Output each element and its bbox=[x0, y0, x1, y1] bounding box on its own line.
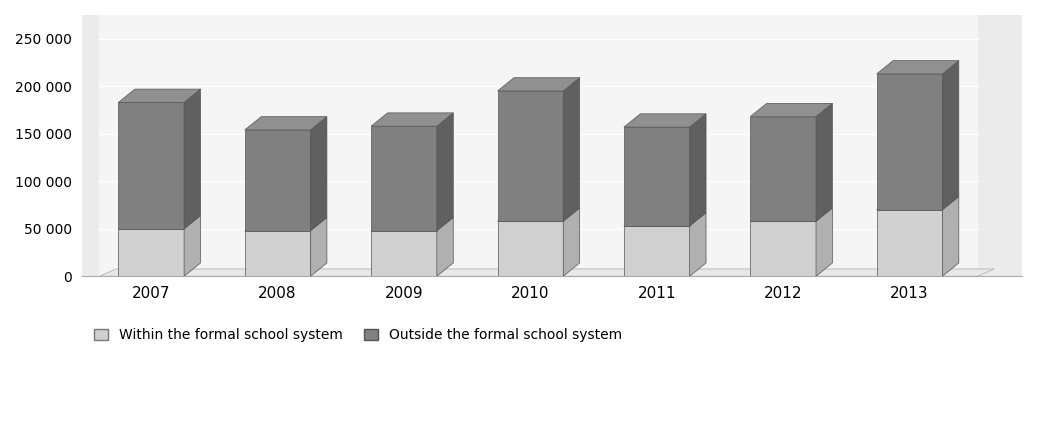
Polygon shape bbox=[245, 217, 327, 231]
Polygon shape bbox=[245, 116, 327, 130]
Polygon shape bbox=[371, 217, 453, 231]
Polygon shape bbox=[498, 78, 580, 91]
Polygon shape bbox=[751, 208, 833, 221]
Polygon shape bbox=[876, 196, 959, 210]
Polygon shape bbox=[751, 221, 816, 276]
Polygon shape bbox=[245, 130, 310, 231]
Polygon shape bbox=[624, 114, 706, 127]
Polygon shape bbox=[371, 113, 453, 126]
Polygon shape bbox=[100, 269, 994, 276]
Polygon shape bbox=[118, 102, 185, 229]
Polygon shape bbox=[310, 116, 327, 231]
Polygon shape bbox=[185, 89, 200, 229]
Polygon shape bbox=[751, 103, 833, 116]
Legend: Within the formal school system, Outside the formal school system: Within the formal school system, Outside… bbox=[89, 323, 627, 348]
Polygon shape bbox=[437, 113, 453, 231]
Polygon shape bbox=[624, 127, 690, 226]
Polygon shape bbox=[624, 212, 706, 226]
Polygon shape bbox=[371, 231, 437, 276]
Polygon shape bbox=[816, 208, 833, 276]
Polygon shape bbox=[118, 89, 200, 102]
Polygon shape bbox=[371, 126, 437, 231]
Polygon shape bbox=[624, 226, 690, 276]
Polygon shape bbox=[563, 78, 580, 221]
Polygon shape bbox=[943, 196, 959, 276]
Polygon shape bbox=[118, 229, 185, 276]
Polygon shape bbox=[310, 217, 327, 276]
Polygon shape bbox=[751, 116, 816, 221]
Polygon shape bbox=[876, 61, 959, 74]
Polygon shape bbox=[498, 221, 563, 276]
Polygon shape bbox=[943, 61, 959, 210]
Polygon shape bbox=[498, 91, 563, 221]
Polygon shape bbox=[437, 217, 453, 276]
Polygon shape bbox=[690, 212, 706, 276]
Polygon shape bbox=[185, 215, 200, 276]
Polygon shape bbox=[563, 208, 580, 276]
Polygon shape bbox=[245, 231, 310, 276]
Polygon shape bbox=[118, 215, 200, 229]
Polygon shape bbox=[100, 15, 978, 276]
Polygon shape bbox=[876, 74, 943, 210]
Polygon shape bbox=[816, 103, 833, 221]
Polygon shape bbox=[690, 114, 706, 226]
Polygon shape bbox=[498, 208, 580, 221]
Polygon shape bbox=[876, 210, 943, 276]
